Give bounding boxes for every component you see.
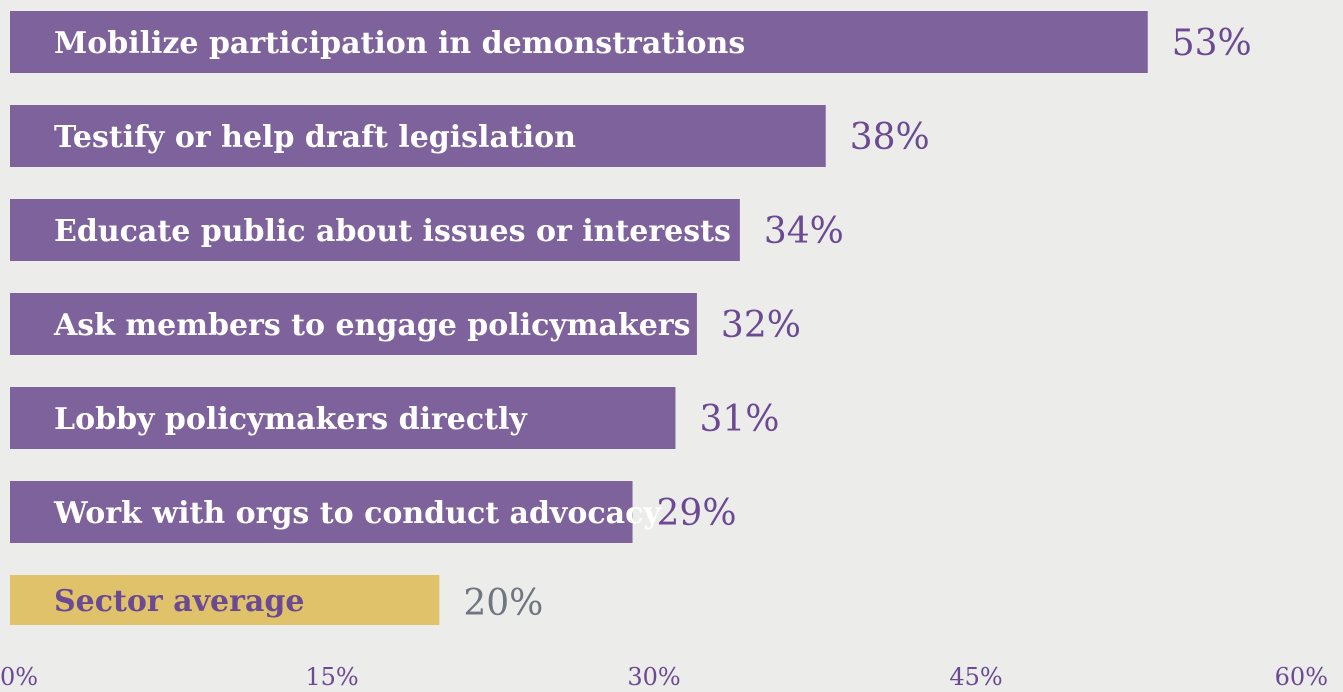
bar-category-label: Testify or help draft legislation (54, 120, 576, 155)
bar (10, 293, 697, 355)
bar-category-label: Lobby policymakers directly (54, 402, 528, 437)
bar-category-label: Ask members to engage policymakers (53, 308, 691, 343)
bar-value-label: 53% (1172, 23, 1252, 64)
x-tick-label: 45% (949, 663, 1002, 691)
bar-value-label: 32% (721, 305, 801, 346)
bar (10, 199, 740, 261)
x-tick-label: 0% (0, 663, 38, 691)
bar-value-label: 31% (699, 399, 779, 440)
bars-group: Mobilize participation in demonstrations… (10, 11, 1252, 625)
bar-value-label: 20% (463, 583, 543, 624)
x-tick-label: 60% (1275, 663, 1328, 691)
bar (10, 387, 676, 449)
bar (10, 481, 633, 543)
x-tick-label: 30% (627, 663, 680, 691)
bar (10, 11, 1148, 73)
bar-category-label: Sector average (54, 584, 304, 619)
bar-category-label: Work with orgs to conduct advocacy (53, 496, 662, 531)
x-axis: 0% 15% 30% 45% 60% (0, 663, 1328, 691)
bar (10, 575, 440, 625)
bar-category-label: Educate public about issues or interests (54, 214, 731, 249)
bar-category-label: Mobilize participation in demonstrations (54, 26, 745, 61)
bar-value-label: 29% (657, 493, 737, 534)
x-tick-label: 15% (305, 663, 358, 691)
bar-value-label: 34% (764, 211, 844, 252)
bar (10, 105, 826, 167)
bar-value-label: 38% (850, 117, 930, 158)
